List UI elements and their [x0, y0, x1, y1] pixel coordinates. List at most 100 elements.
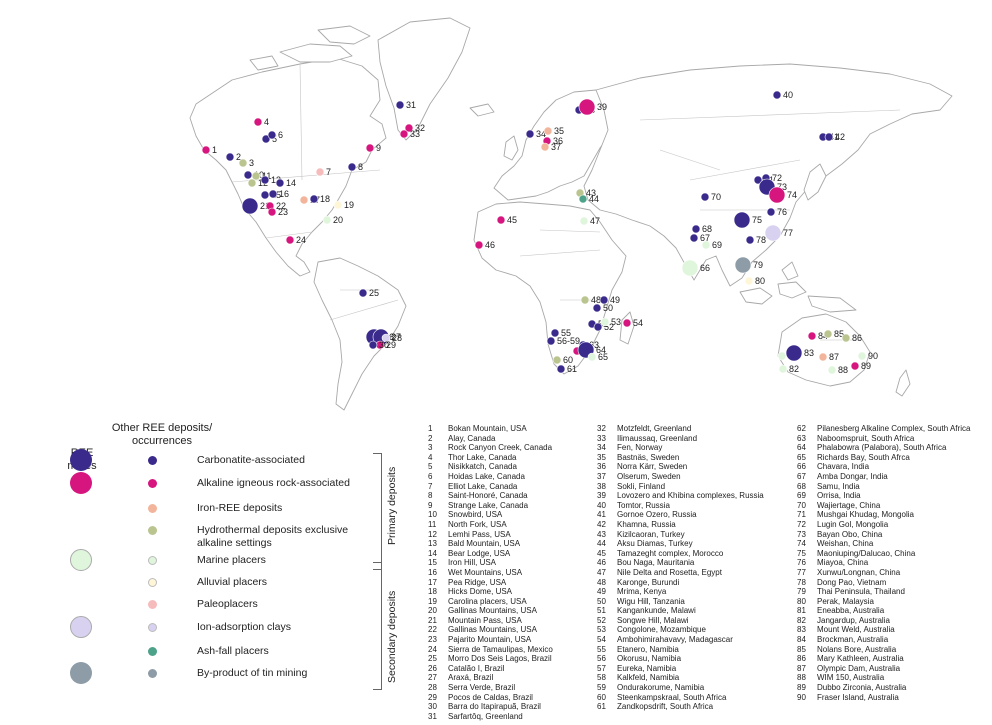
legend-label-iron: Iron-REE deposits: [197, 502, 283, 514]
deposit-marker-28: [381, 333, 391, 343]
deposit-marker-label-60: 60: [563, 355, 573, 365]
deposit-list-item: 15 Iron Hill, USA: [428, 558, 553, 568]
deposit-marker-label-5: 5: [272, 134, 277, 144]
deposit-marker-label-68: 68: [702, 224, 712, 234]
deposit-list-item: 23 Pajarito Mountain, USA: [428, 635, 553, 645]
deposit-number: 87: [797, 663, 806, 673]
world-map: 1234567891011121314151617181920212223242…: [189, 17, 953, 411]
japan-landmass: [803, 163, 827, 201]
deposit-list-item: 62 Pilanesberg Alkaline Complex, South Af…: [797, 424, 970, 434]
deposit-number: 23: [428, 635, 437, 645]
deposit-list-item: 11 North Fork, USA: [428, 520, 553, 530]
deposit-marker-label-20: 20: [333, 215, 343, 225]
deposit-marker-label-66: 66: [700, 263, 710, 273]
deposit-number: 37: [597, 471, 606, 481]
deposit-list-item: 2 Alay, Canada: [428, 434, 553, 444]
deposit-list-item: 88 WIM 150, Australia: [797, 673, 970, 683]
deposit-marker-label-44: 44: [589, 194, 599, 204]
deposit-marker-label-80: 80: [755, 276, 765, 286]
deposit-marker-label-8: 8: [358, 162, 363, 172]
deposit-list-item: 66 Chavara, India: [797, 462, 970, 472]
deposit-name: Samu, India: [817, 481, 860, 491]
deposit-number: 20: [428, 606, 437, 616]
deposit-marker-label-30: 30: [379, 340, 389, 350]
deposit-list-item: 75 Maoniuping/Dalucao, China: [797, 549, 970, 559]
deposit-marker-label-3: 3: [249, 158, 254, 168]
deposit-name: Jangardup, Australia: [817, 615, 890, 625]
deposit-list-item: 51 Kangankunde, Malawi: [597, 606, 764, 616]
deposit-name: Wigu Hill, Tanzania: [617, 596, 685, 606]
deposit-marker-label-35: 35: [554, 126, 564, 136]
deposit-marker-label-4: 4: [264, 117, 269, 127]
deposit-list-item: 28 Serra Verde, Brazil: [428, 683, 553, 693]
deposit-marker-label-32: 32: [415, 123, 425, 133]
deposit-marker-label-42: 42: [835, 132, 845, 142]
deposit-marker-label-31: 31: [406, 100, 416, 110]
deposit-marker-10: [243, 170, 253, 180]
deposit-number: 55: [597, 644, 606, 654]
legend-mine-symbol-tin: [70, 662, 92, 684]
deposit-number: 61: [597, 702, 606, 712]
deposit-number: 70: [797, 500, 806, 510]
deposit-marker-label-90: 90: [868, 351, 878, 361]
deposit-marker-label-34: 34: [536, 129, 546, 139]
deposit-name: WIM 150, Australia: [817, 673, 885, 683]
deposit-list-item: 3 Rock Canyon Creek, Canada: [428, 443, 553, 453]
landmasses: [189, 17, 953, 411]
deposit-name: Wet Mountains, USA: [448, 567, 523, 577]
deposit-name: Motzfeldt, Greenland: [617, 424, 692, 433]
deposit-list-item: 47 Nile Delta and Rosetta, Egypt: [597, 568, 764, 578]
deposit-list-item: 80 Perak, Malaysia: [797, 597, 970, 607]
deposit-list-item: 90 Fraser Island, Australia: [797, 693, 970, 703]
british-isles: [469, 103, 519, 161]
deposit-marker-89: [850, 361, 860, 371]
legend-mine-symbol-marine: [70, 549, 92, 571]
deposit-marker-81: [777, 351, 787, 361]
deposit-number: 54: [597, 635, 606, 645]
deposit-name: Naboomspruit, South Africa: [817, 433, 915, 443]
deposit-marker-label-86: 86: [852, 333, 862, 343]
deposit-name: Lugin Gol, Mongolia: [817, 519, 889, 529]
deposit-list-item: 34 Fen, Norway: [597, 443, 764, 453]
deposit-marker-84: [807, 331, 817, 341]
deposit-list-item: 1 Bokan Mountain, USA: [428, 424, 553, 434]
deposit-list-item: 18 Hicks Dome, USA: [428, 587, 553, 597]
deposit-name: Thor Lake, Canada: [448, 452, 517, 462]
deposit-name: Snowbird, USA: [448, 510, 503, 520]
deposit-name: Okorusu, Namibia: [617, 654, 682, 664]
deposit-marker-label-67: 67: [700, 233, 710, 243]
deposit-marker-50: [592, 303, 602, 313]
deposit-marker-25: [358, 288, 368, 298]
deposit-name: Gornoe Ozero, Russia: [617, 510, 697, 520]
deposit-list-item: 44 Aksu Diamas, Turkey: [597, 539, 764, 549]
secondary-deposits-label: Secondary deposits: [386, 590, 398, 683]
deposit-name: Amba Dongar, India: [817, 471, 888, 481]
deposit-name: Chavara, India: [817, 462, 870, 472]
deposit-name: Morro Dos Seis Lagos, Brazil: [448, 654, 552, 664]
deposit-list-item: 63 Naboomspruit, South Africa: [797, 434, 970, 444]
deposit-name: Mrima, Kenya: [617, 587, 667, 597]
deposit-marker-46: [474, 240, 484, 250]
deposit-name: Fen, Norway: [617, 443, 663, 453]
deposit-name: Karonge, Burundi: [617, 577, 680, 587]
deposit-list-item: 69 Orrisa, India: [797, 491, 970, 501]
legend-other-symbol-iron: [148, 504, 157, 513]
deposit-marker-5: [261, 134, 271, 144]
deposit-marker-65: [587, 352, 597, 362]
deposit-number: 29: [428, 692, 437, 702]
deposit-number: 82: [797, 615, 806, 625]
deposit-list-item: 52 Songwe Hill, Malawi: [597, 616, 764, 626]
deposit-marker-label-24: 24: [296, 235, 306, 245]
arctic-islands: [249, 25, 371, 71]
deposit-list-item: 50 Wigu Hill, Tanzania: [597, 597, 764, 607]
deposit-marker-label-61: 61: [567, 364, 577, 374]
deposit-marker-label-87: 87: [829, 352, 839, 362]
deposit-name: Etanero, Namibia: [617, 644, 679, 654]
deposit-marker-56: [546, 336, 556, 346]
deposit-number: 17: [428, 577, 437, 587]
deposit-marker-label-48: 48: [591, 295, 601, 305]
deposit-number: 83: [797, 625, 806, 635]
deposit-marker-86: [841, 333, 851, 343]
deposit-list-item: 17 Pea Ridge, USA: [428, 578, 553, 588]
deposit-number: 26: [428, 663, 437, 673]
